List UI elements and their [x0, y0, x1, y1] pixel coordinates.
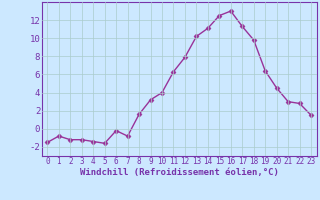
X-axis label: Windchill (Refroidissement éolien,°C): Windchill (Refroidissement éolien,°C) [80, 168, 279, 177]
